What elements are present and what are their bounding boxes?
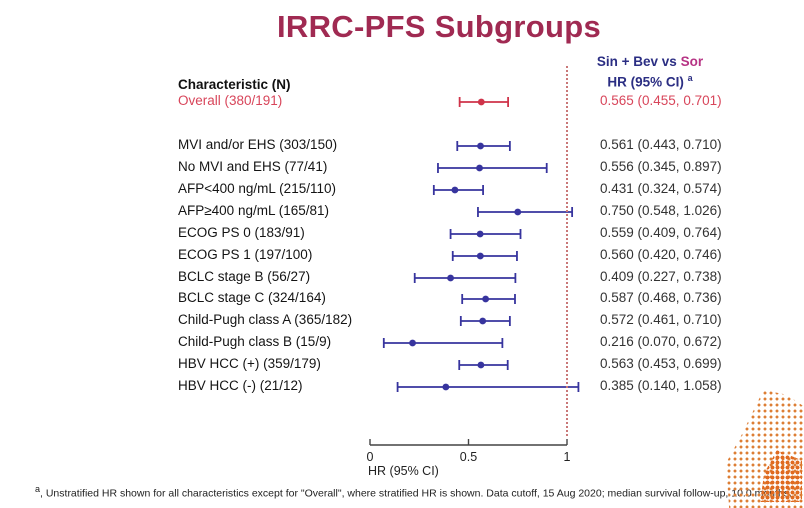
hr-column-header-footnote-marker: a: [687, 73, 693, 83]
footnote-marker: a: [35, 484, 41, 494]
hr-value: 0.587 (0.468, 0.736): [600, 290, 722, 305]
x-tick-label: 0: [366, 450, 374, 464]
hr-value: 0.409 (0.227, 0.738): [600, 269, 722, 284]
x-tick-label: 0.5: [459, 450, 478, 464]
hr-value: 0.565 (0.455, 0.701): [600, 93, 722, 108]
row-label: Overall (380/191): [178, 93, 283, 108]
hr-value: 0.216 (0.070, 0.672): [600, 334, 722, 349]
row-label: BCLC stage B (56/27): [178, 269, 311, 284]
comparison-arm-a: Sin + Bev: [596, 54, 659, 69]
hr-point: [476, 164, 483, 172]
hr-point: [476, 252, 484, 260]
hr-value: 0.572 (0.461, 0.710): [600, 312, 722, 327]
hr-point: [442, 383, 450, 391]
footnote: a, Unstratified HR shown for all charact…: [35, 484, 792, 500]
row-label: Child-Pugh class B (15/9): [178, 334, 332, 349]
row-label: HBV HCC (+) (359/179): [178, 356, 321, 371]
characteristic-column-header: Characteristic (N): [178, 77, 291, 92]
hr-point: [451, 186, 459, 194]
hr-value: 0.750 (0.548, 1.026): [600, 203, 722, 218]
hr-value: 0.563 (0.453, 0.699): [600, 356, 722, 371]
comparison-header: Sin + Bev vs Sor: [580, 54, 720, 69]
row-label: MVI and/or EHS (303/150): [178, 137, 338, 152]
hr-point: [477, 142, 484, 150]
hr-column-header: HR (95% CI) a: [572, 73, 728, 90]
row-label: AFP≥400 ng/mL (165/81): [178, 203, 329, 218]
row-label: ECOG PS 1 (197/100): [178, 247, 313, 262]
hr-point: [409, 339, 416, 347]
hr-value: 0.431 (0.324, 0.574): [600, 181, 722, 196]
x-axis-label: HR (95% CI): [368, 464, 439, 478]
page-title: IRRC-PFS Subgroups: [277, 9, 601, 44]
hr-point: [482, 295, 490, 303]
hr-point: [477, 98, 485, 106]
hr-column-header-text: HR (95% CI): [607, 74, 688, 90]
hr-point: [447, 274, 454, 282]
row-label: BCLC stage C (324/164): [178, 290, 326, 305]
footnote-text: , Unstratified HR shown for all characte…: [40, 487, 792, 500]
hr-point: [479, 317, 487, 325]
hr-point: [514, 208, 522, 216]
row-label: No MVI and EHS (77/41): [178, 159, 328, 174]
hr-value: 0.385 (0.140, 1.058): [600, 378, 722, 393]
row-label: AFP<400 ng/mL (215/110): [178, 181, 336, 196]
comparison-vs: vs: [658, 54, 681, 69]
comparison-arm-b: Sor: [680, 54, 704, 69]
hr-value: 0.556 (0.345, 0.897): [600, 159, 722, 174]
x-tick-label: 1: [563, 450, 571, 464]
row-label: HBV HCC (-) (21/12): [178, 378, 303, 393]
hr-point: [477, 361, 485, 369]
row-label: ECOG PS 0 (183/91): [178, 225, 305, 240]
hr-value: 0.560 (0.420, 0.746): [600, 247, 722, 262]
hr-value: 0.561 (0.443, 0.710): [600, 137, 722, 152]
hr-value: 0.559 (0.409, 0.764): [600, 225, 722, 240]
reference-line-hr-1: [566, 66, 568, 436]
hr-point: [476, 230, 484, 238]
row-label: Child-Pugh class A (365/182): [178, 312, 353, 327]
